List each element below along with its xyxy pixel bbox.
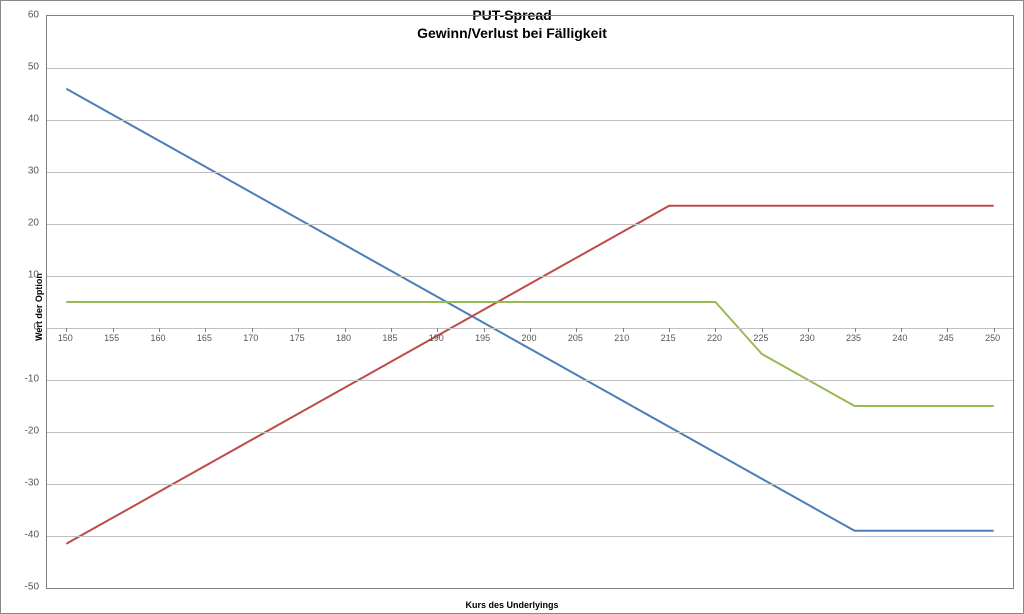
x-tick-mark [252, 328, 253, 332]
x-tick-mark [715, 328, 716, 332]
x-tick-mark [437, 328, 438, 332]
x-tick-mark [901, 328, 902, 332]
y-tick-label: -30 [9, 478, 39, 489]
x-tick-mark [994, 328, 995, 332]
y-tick-label: -10 [9, 374, 39, 385]
gridline [47, 484, 1013, 485]
x-tick-label: 235 [846, 333, 861, 343]
series-line [66, 302, 993, 406]
x-tick-label: 205 [568, 333, 583, 343]
x-tick-mark [808, 328, 809, 332]
gridline [47, 172, 1013, 173]
x-tick-label: 220 [707, 333, 722, 343]
y-tick-label: 60 [9, 10, 39, 21]
gridline [47, 432, 1013, 433]
x-tick-label: 165 [197, 333, 212, 343]
x-tick-mark [484, 328, 485, 332]
y-tick-label: 50 [9, 62, 39, 73]
x-tick-label: 230 [800, 333, 815, 343]
x-tick-label: 210 [614, 333, 629, 343]
x-tick-label: 185 [382, 333, 397, 343]
gridline [47, 536, 1013, 537]
y-tick-label: 0 [9, 322, 39, 333]
x-tick-mark [623, 328, 624, 332]
y-tick-label: 30 [9, 166, 39, 177]
x-tick-mark [669, 328, 670, 332]
series-line [66, 89, 993, 531]
x-tick-mark [298, 328, 299, 332]
x-tick-mark [762, 328, 763, 332]
y-tick-label: -20 [9, 426, 39, 437]
x-tick-label: 245 [939, 333, 954, 343]
gridline [47, 68, 1013, 69]
x-tick-label: 180 [336, 333, 351, 343]
y-tick-label: 10 [9, 270, 39, 281]
y-tick-label: 40 [9, 114, 39, 125]
gridline [47, 276, 1013, 277]
x-tick-mark [576, 328, 577, 332]
gridline [47, 120, 1013, 121]
x-tick-mark [113, 328, 114, 332]
y-tick-label: -50 [9, 582, 39, 593]
x-tick-label: 195 [475, 333, 490, 343]
plot-area [46, 15, 1014, 589]
x-tick-mark [530, 328, 531, 332]
x-tick-mark [66, 328, 67, 332]
y-tick-label: 20 [9, 218, 39, 229]
x-tick-mark [345, 328, 346, 332]
series-svg [47, 16, 1013, 588]
x-tick-mark [855, 328, 856, 332]
x-tick-label: 215 [661, 333, 676, 343]
x-tick-label: 200 [521, 333, 536, 343]
x-tick-label: 250 [985, 333, 1000, 343]
x-tick-mark [391, 328, 392, 332]
gridline [47, 380, 1013, 381]
x-tick-label: 160 [151, 333, 166, 343]
x-tick-label: 155 [104, 333, 119, 343]
x-tick-label: 190 [429, 333, 444, 343]
x-tick-mark [205, 328, 206, 332]
x-tick-label: 150 [58, 333, 73, 343]
series-line [66, 206, 993, 544]
x-tick-label: 240 [892, 333, 907, 343]
x-tick-label: 225 [753, 333, 768, 343]
y-tick-label: -40 [9, 530, 39, 541]
gridline [47, 224, 1013, 225]
x-tick-label: 175 [290, 333, 305, 343]
x-axis-title: Kurs des Underlyings [1, 600, 1023, 610]
x-tick-mark [159, 328, 160, 332]
x-tick-mark [947, 328, 948, 332]
chart-container: PUT-Spread Gewinn/Verlust bei Fälligkeit… [0, 0, 1024, 614]
x-tick-label: 170 [243, 333, 258, 343]
